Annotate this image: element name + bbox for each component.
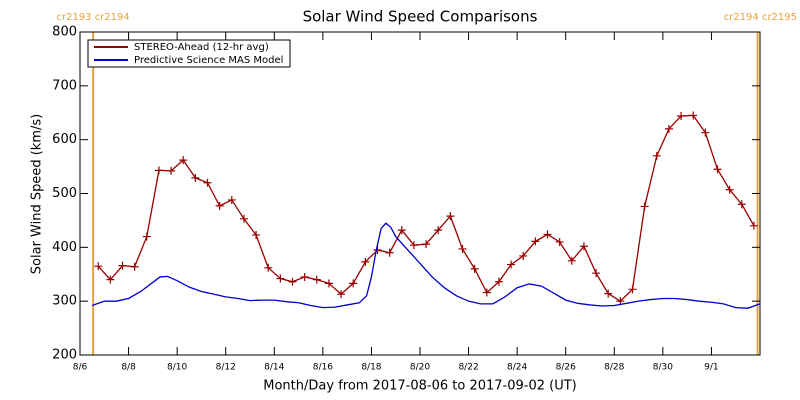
y-tick-label: 600 — [52, 132, 77, 147]
data-point — [652, 151, 661, 160]
data-point — [737, 200, 746, 209]
data-point — [130, 262, 139, 271]
y-tick-label: 800 — [52, 25, 77, 40]
data-point — [349, 279, 358, 288]
x-tick-label: 8/22 — [458, 363, 478, 373]
x-tick-label: 8/6 — [73, 363, 88, 373]
rotation-label: cr2193 cr2194 — [56, 12, 129, 23]
data-point — [531, 237, 540, 246]
x-tick-label: 8/26 — [556, 363, 576, 373]
x-tick-label: 8/16 — [313, 363, 333, 373]
data-point — [519, 251, 528, 260]
data-point — [252, 230, 261, 239]
x-tick-label: 8/12 — [216, 363, 236, 373]
x-tick-label: 9/1 — [704, 363, 718, 373]
data-point — [106, 275, 115, 284]
data-point — [142, 232, 151, 241]
data-point — [592, 269, 601, 278]
data-point — [664, 124, 673, 133]
data-point — [749, 221, 758, 230]
data-point — [458, 244, 467, 253]
data-point — [118, 261, 127, 270]
data-point — [276, 274, 285, 283]
data-point — [361, 257, 370, 266]
data-point — [288, 277, 297, 286]
data-point — [640, 202, 649, 211]
data-point — [689, 111, 698, 120]
data-point — [94, 262, 103, 271]
x-tick-label: 8/8 — [121, 363, 136, 373]
data-point — [239, 214, 248, 223]
x-tick-label: 8/20 — [410, 363, 430, 373]
data-point — [434, 226, 443, 235]
data-point — [725, 185, 734, 194]
y-axis-label: Solar Wind Speed (km/s) — [30, 114, 45, 274]
data-point — [264, 263, 273, 272]
data-point — [701, 128, 710, 137]
data-point — [312, 275, 321, 284]
data-point — [446, 212, 455, 221]
data-point — [507, 260, 516, 269]
x-tick-label: 8/30 — [653, 363, 673, 373]
data-point — [494, 277, 503, 286]
rotation-label: cr2194 cr2195 — [724, 12, 797, 23]
y-tick-label: 200 — [52, 348, 77, 363]
data-point — [409, 241, 418, 250]
x-tick-label: 8/10 — [167, 363, 187, 373]
data-point — [385, 248, 394, 257]
data-point — [543, 230, 552, 239]
data-point — [179, 156, 188, 165]
data-point — [191, 173, 200, 182]
legend-box — [87, 39, 291, 68]
data-point — [154, 166, 163, 175]
x-tick-label: 8/18 — [361, 363, 381, 373]
y-tick-label: 300 — [52, 294, 77, 309]
x-axis-label: Month/Day from 2017-08-06 to 2017-09-02 … — [263, 379, 576, 394]
data-point — [167, 166, 176, 175]
data-point — [422, 240, 431, 249]
data-point — [555, 237, 564, 246]
data-point — [628, 285, 637, 294]
data-point — [215, 201, 224, 210]
y-tick-label: 500 — [52, 186, 77, 201]
data-point — [713, 165, 722, 174]
chart-title: Solar Wind Speed Comparisons — [303, 8, 538, 26]
y-tick-label: 700 — [52, 78, 77, 93]
series-line — [91, 222, 761, 309]
y-tick-label: 400 — [52, 240, 77, 255]
data-point — [300, 272, 309, 281]
data-point — [324, 279, 333, 288]
data-point — [203, 178, 212, 187]
data-point — [604, 289, 613, 298]
x-tick-label: 8/28 — [604, 363, 624, 373]
legend-label: STEREO-Ahead (12-hr avg) — [134, 42, 269, 53]
data-point — [397, 226, 406, 235]
data-point — [567, 256, 576, 265]
data-point — [579, 242, 588, 251]
x-tick-label: 8/14 — [264, 363, 284, 373]
data-point — [677, 111, 686, 120]
data-point — [227, 195, 236, 204]
data-point — [482, 288, 491, 297]
data-point — [470, 264, 479, 273]
data-point — [337, 290, 346, 299]
x-tick-label: 8/24 — [507, 363, 527, 373]
legend-label: Predictive Science MAS Model — [134, 55, 283, 66]
